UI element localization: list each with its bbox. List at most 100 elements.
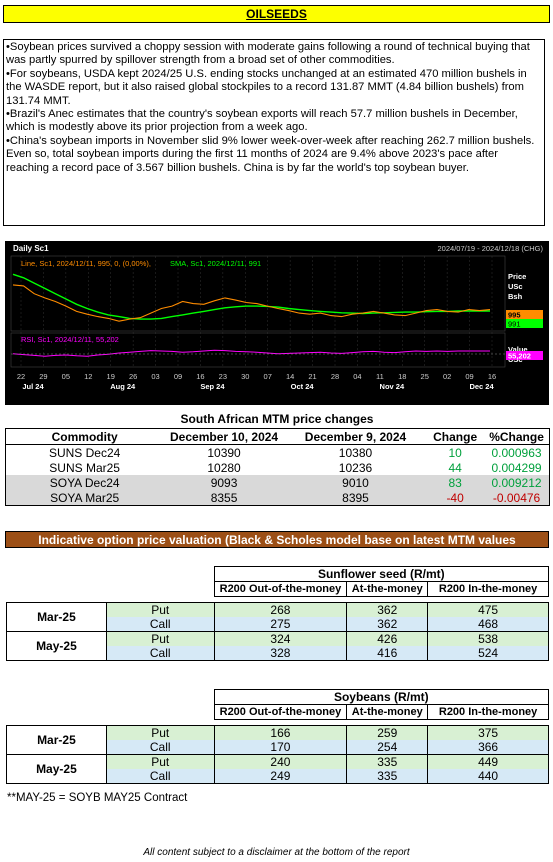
- price-chart-svg: Daily Sc1 2024/07/19 - 2024/12/18 (CHG) …: [10, 244, 544, 391]
- call-label: Call: [106, 740, 215, 755]
- option-value: 328: [213, 646, 347, 661]
- x-tick-label: 04: [353, 372, 361, 381]
- put-label: Put: [106, 602, 215, 617]
- mtm-table: Commodity December 10, 2024 December 9, …: [5, 428, 550, 506]
- x-tick-label: 26: [129, 372, 137, 381]
- option-value: 375: [427, 725, 549, 740]
- option-value: 362: [346, 602, 428, 617]
- axis-price-label: Price: [508, 272, 526, 281]
- options-section-title: Indicative option price valuation (Black…: [5, 531, 549, 548]
- price-panel: [10, 255, 506, 332]
- x-tick-label: 19: [107, 372, 115, 381]
- price-cell: 8395: [284, 490, 427, 506]
- change-cell: 10: [448, 445, 462, 460]
- footnote: **MAY-25 = SOYB MAY25 Contract: [7, 792, 188, 804]
- option-value: 449: [427, 754, 549, 769]
- bullet-text: •China's soybean imports in November sli…: [6, 134, 535, 174]
- disclaimer: All content subject to a disclaimer at t…: [143, 847, 410, 858]
- soybean-options-table: Soybeans (R/mt) R200 Out-of-the-money At…: [6, 689, 550, 784]
- call-label: Call: [106, 646, 215, 661]
- commodity-cell: SOYA Dec24: [5, 475, 164, 490]
- option-value: 259: [346, 725, 428, 740]
- col-header: R200 Out-of-the-money: [213, 581, 348, 597]
- x-tick-label: 09: [174, 372, 182, 381]
- price-cell: 9093: [163, 475, 285, 490]
- soybean-table-title: Soybeans (R/mt): [213, 689, 550, 705]
- sma-badge-text: 991: [508, 320, 521, 329]
- axis-price-label: Bsh: [508, 292, 523, 301]
- commodity-cell: SUNS Dec24: [48, 445, 121, 460]
- option-value: 426: [346, 631, 428, 646]
- commodity-cell: SUNS Mar25: [49, 460, 120, 475]
- x-tick-label: 16: [196, 372, 204, 381]
- month-label: Mar-25: [6, 602, 107, 632]
- sunflower-table-title: Sunflower seed (R/mt): [213, 566, 550, 582]
- price-badge: [506, 310, 543, 319]
- price-cell: 8355: [163, 490, 285, 506]
- option-value: 170: [213, 740, 347, 755]
- option-value: 275: [213, 617, 347, 632]
- pct-change-cell: 0.000963: [491, 445, 542, 460]
- table-row: SOYA Dec24 9093 9010 83 0.009212: [5, 475, 550, 490]
- month-label: May-25: [6, 754, 107, 784]
- price-cell: 10280: [207, 460, 241, 475]
- option-value: 416: [346, 646, 428, 661]
- sma-series-line: [12, 273, 490, 320]
- table-row: May-25 Put 240 335 449: [6, 754, 549, 784]
- sunflower-options-table: Sunflower seed (R/mt) R200 Out-of-the-mo…: [6, 566, 550, 661]
- option-value: 440: [427, 769, 549, 784]
- rsi-badge-text: 55,202: [508, 352, 531, 361]
- month-label: Sep 24: [200, 382, 225, 391]
- chart-date-range: 2024/07/19 - 2024/12/18 (CHG): [438, 244, 544, 253]
- option-value: 335: [346, 754, 428, 769]
- axis-price-label: USc: [508, 282, 523, 291]
- mtm-table-title: South African MTM price changes: [180, 412, 374, 426]
- table-row: Call 328 416 524: [7, 646, 549, 661]
- table-row: SOYA Mar25 8355 8395 -40 -0.00476: [5, 490, 550, 506]
- legend-sma: SMA, Sc1, 2024/12/11, 991: [170, 259, 261, 268]
- option-value: 249: [213, 769, 347, 784]
- x-tick-label: 11: [376, 372, 384, 381]
- commodity-cell: SOYA Mar25: [5, 490, 164, 506]
- rsi-panel: [10, 332, 506, 368]
- call-label: Call: [106, 769, 215, 784]
- option-value: 324: [213, 631, 347, 646]
- month-label: May-25: [6, 631, 107, 661]
- table-row: Call 170 254 366: [7, 740, 549, 755]
- x-tick-label: 12: [84, 372, 92, 381]
- price-cell: 9010: [284, 475, 427, 490]
- price-cell: 10236: [338, 460, 373, 475]
- option-value: 362: [346, 617, 428, 632]
- option-value: 475: [427, 602, 549, 617]
- legend-line: Line, Sc1, 2024/12/11, 995, 0, (0,00%),: [21, 259, 151, 268]
- option-value: 538: [427, 631, 549, 646]
- sma-badge: [506, 319, 543, 328]
- x-tick-label: 21: [308, 372, 316, 381]
- price-chart: Daily Sc1 2024/07/19 - 2024/12/18 (CHG) …: [5, 241, 549, 405]
- col-header: December 9, 2024: [284, 428, 427, 445]
- change-cell: 44: [448, 460, 462, 475]
- x-tick-label: 07: [264, 372, 272, 381]
- x-tick-label: 02: [443, 372, 451, 381]
- month-label: Oct 24: [291, 382, 315, 391]
- bullet-text: •Soybean prices survived a choppy sessio…: [6, 41, 530, 67]
- option-value: 254: [346, 740, 428, 755]
- x-tick-label: 23: [219, 372, 227, 381]
- x-tick-label: 18: [398, 372, 406, 381]
- price-cell: 10380: [338, 445, 373, 460]
- option-value: 335: [346, 769, 428, 784]
- option-value: 468: [427, 617, 549, 632]
- bullet-text: •For soybeans, USDA kept 2024/25 U.S. en…: [6, 67, 527, 107]
- col-header: At-the-money: [346, 704, 429, 720]
- price-badge-text: 995: [508, 311, 521, 320]
- month-label: Nov 24: [380, 382, 405, 391]
- col-header: %Change: [484, 428, 550, 445]
- bullet-text: •Brazil's Anec estimates that the countr…: [6, 108, 518, 134]
- commentary-box: •Soybean prices survived a choppy sessio…: [3, 39, 545, 226]
- x-tick-label: 14: [286, 372, 294, 381]
- put-label: Put: [106, 631, 215, 646]
- x-tick-label: 30: [241, 372, 249, 381]
- option-value: 268: [213, 602, 347, 617]
- table-row: Mar-25 Put 166 259 375: [6, 725, 549, 755]
- table-row: SUNS Mar25 10280 10236 44 0.004299: [6, 460, 550, 475]
